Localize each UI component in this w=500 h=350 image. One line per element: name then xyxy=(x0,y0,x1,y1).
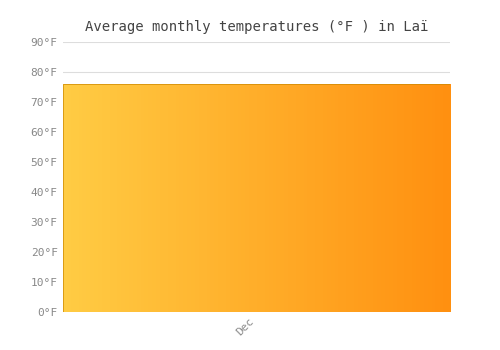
Bar xyxy=(62,84,450,312)
Title: Average monthly temperatures (°F ) in Laï: Average monthly temperatures (°F ) in La… xyxy=(84,20,428,34)
Bar xyxy=(62,84,450,312)
